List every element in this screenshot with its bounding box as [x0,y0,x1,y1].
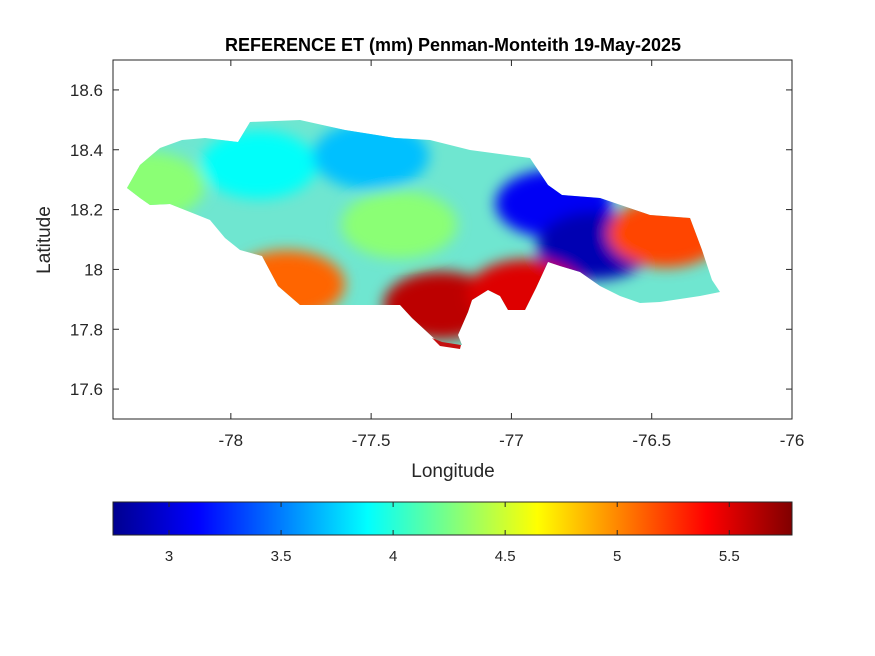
colorbar-tick-label: 4.5 [495,548,516,565]
y-tick-label: 18.4 [70,141,103,160]
colorbar [112,501,793,536]
y-axis-label: Latitude [34,206,55,274]
x-tick-label: -76 [780,431,805,450]
colorbar-tick-label: 5.5 [719,548,740,565]
x-tick-label: -78 [219,431,244,450]
x-axis: -78 -77.5 -77 -76.5 -76 [219,60,805,450]
y-tick-label: 18.2 [70,201,103,220]
colorbar-tick-label: 3.5 [271,548,292,565]
y-axis: 17.6 17.8 18 18.2 18.4 18.6 [70,81,792,399]
harbour-spit [432,338,461,349]
heat-blob [341,190,458,259]
x-tick-label: -77 [499,431,524,450]
colorbar-tick-label: 3 [165,548,173,565]
x-tick-label: -77.5 [352,431,391,450]
y-tick-label: 17.6 [70,380,103,399]
x-axis-label: Longitude [411,461,494,482]
x-tick-label: -76.5 [632,431,671,450]
y-tick-label: 17.8 [70,320,103,339]
y-tick-label: 18.6 [70,81,103,100]
heat-blob [313,121,430,190]
heat-blob [127,151,205,220]
colorbar-ticks: 3 3.5 4 4.5 5 5.5 [165,502,740,565]
colorbar-tick-label: 5 [613,548,621,565]
chart-title: REFERENCE ET (mm) Penman-Monteith 19-May… [225,35,681,55]
colorbar-tick-label: 4 [389,548,397,565]
y-tick-label: 18 [84,260,103,279]
heat-blob [200,130,317,199]
